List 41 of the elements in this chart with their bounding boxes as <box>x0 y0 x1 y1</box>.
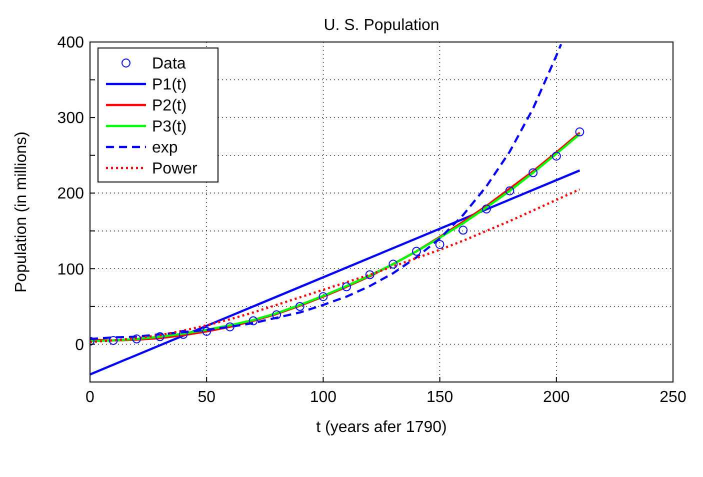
point <box>575 127 584 136</box>
point <box>225 322 234 332</box>
x-tick-label: 200 <box>543 389 570 406</box>
point <box>412 246 421 256</box>
x-tick-label: 150 <box>426 389 454 406</box>
legend-label: P1(t) <box>152 76 187 94</box>
point <box>108 336 118 345</box>
point <box>178 330 188 339</box>
point <box>248 316 258 326</box>
point <box>482 204 491 214</box>
point <box>272 310 282 320</box>
legend-label: Data <box>152 56 186 73</box>
y-tick-label: 200 <box>57 186 84 203</box>
point <box>132 334 142 344</box>
point <box>202 326 212 336</box>
y-axis-title: Population (in millions) <box>13 132 30 292</box>
x-axis-title: t (years afer 1790) <box>316 419 447 436</box>
point <box>155 332 164 342</box>
legend-label: exp <box>152 140 178 157</box>
x-tick-label: 50 <box>198 389 216 406</box>
x-tick-label: 0 <box>86 389 95 406</box>
point <box>528 168 538 178</box>
legend-label: P3(t) <box>152 118 187 136</box>
y-tick-label: 0 <box>75 336 84 354</box>
legend-label: P2(t) <box>152 98 187 115</box>
point <box>458 226 468 235</box>
point <box>318 292 328 302</box>
chart-title: U. S. Population <box>324 17 440 34</box>
point <box>505 186 514 196</box>
point <box>435 240 444 249</box>
point <box>342 282 352 292</box>
y-tick-label: 300 <box>57 110 84 128</box>
point <box>295 302 304 311</box>
point <box>388 260 398 269</box>
x-tick-label: 250 <box>660 389 686 406</box>
x-tick-label: 100 <box>310 389 337 406</box>
point <box>552 152 561 161</box>
y-tick-label: 400 <box>57 34 84 52</box>
y-tick-label: 100 <box>57 261 84 278</box>
legend-label: Power <box>152 160 198 178</box>
point <box>365 270 374 280</box>
